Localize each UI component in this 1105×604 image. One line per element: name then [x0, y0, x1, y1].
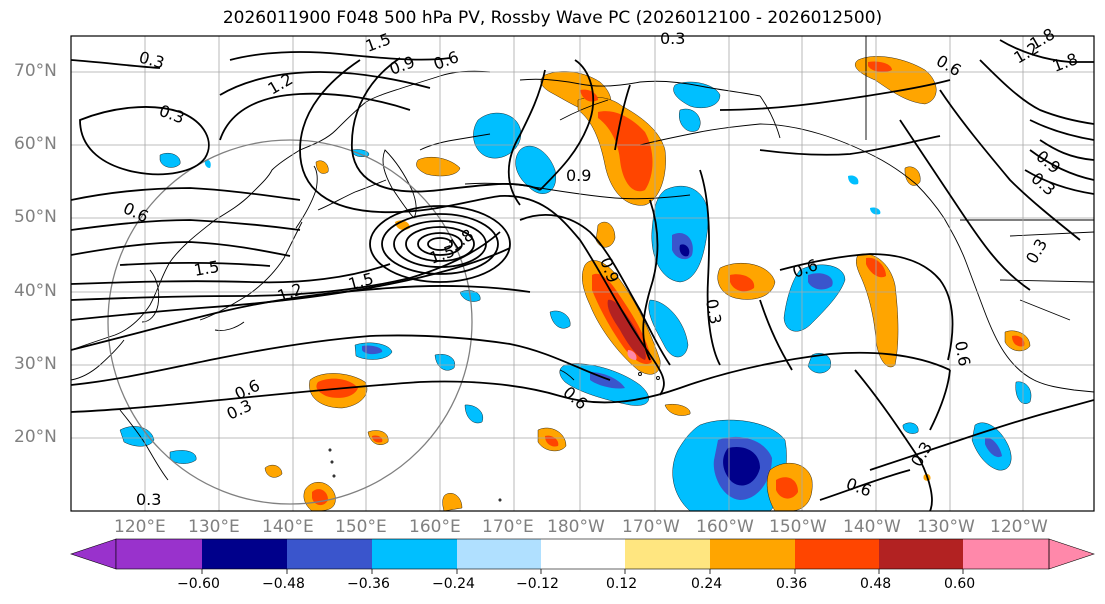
lon-label: 120°W: [990, 517, 1048, 537]
colorbar-tick-label: −0.48: [262, 576, 305, 592]
colorbar-tick-label: −0.24: [432, 576, 475, 592]
contour-label: 0.3: [702, 297, 725, 325]
lon-label: 130°W: [917, 517, 975, 537]
lon-label: 170°E: [482, 517, 534, 537]
colorbar-tick-label: 0.60: [944, 576, 976, 592]
lon-label: 120°E: [114, 517, 166, 537]
pv-contours: [71, 39, 1094, 511]
lon-label: 180°W: [547, 517, 605, 537]
contour-label: 1.5: [192, 257, 220, 280]
contour-label: 0.3: [136, 490, 161, 509]
map-title: 2026011900 F048 500 hPa PV, Rossby Wave …: [222, 8, 883, 28]
colorbar-bin: [202, 539, 287, 569]
colorbar-tick-label: −0.12: [516, 576, 559, 592]
lon-label: 140°W: [843, 517, 901, 537]
colorbar-tick-label: 0.24: [691, 576, 723, 592]
contour-label: 0.3: [137, 48, 167, 73]
colorbar-tick-label: 0.48: [860, 576, 892, 592]
coastlines: [71, 36, 1094, 502]
lon-label: 140°E: [262, 517, 314, 537]
lat-label-60n: 60°N: [14, 134, 57, 154]
lon-label: 160°W: [696, 517, 754, 537]
contour-label: 1.5: [363, 29, 393, 56]
colorbar-tick-label: 0.36: [776, 576, 808, 592]
graticule: [71, 36, 1094, 511]
contour-label: 0.6: [844, 474, 874, 501]
colorbar-outline: [115, 538, 1050, 570]
lat-label-20n: 20°N: [14, 427, 57, 447]
pv-anomaly-shading: [119, 56, 1032, 511]
contour-label: 0.9: [387, 52, 417, 79]
lon-label: 160°E: [409, 517, 461, 537]
colorbar: [70, 538, 1095, 574]
contour-label: 0.3: [157, 101, 187, 128]
colorbar-bin: [879, 539, 963, 569]
lat-label-30n: 30°N: [14, 354, 57, 374]
colorbar-bin: [372, 539, 457, 569]
contour-label: 0.6: [951, 339, 974, 367]
colorbar-bin: [710, 539, 795, 569]
colorbar-bin: [457, 539, 541, 569]
colorbar-tick-label: 0.12: [606, 576, 638, 592]
colorbar-bin: [963, 539, 1049, 569]
lon-label: 130°E: [188, 517, 240, 537]
colorbar-tick-label: −0.36: [347, 576, 390, 592]
contour-label: 0.3: [1022, 235, 1051, 267]
contour-label: 0.3: [660, 29, 685, 48]
colorbar-bin: [116, 539, 202, 569]
contour-label: 0.6: [431, 47, 461, 74]
colorbar-bin: [287, 539, 372, 569]
colorbar-bin: [541, 539, 625, 569]
wave-packet-circle: [107, 139, 473, 505]
colorbar-bin: [795, 539, 879, 569]
lat-label-40n: 40°N: [14, 281, 57, 301]
lat-label-70n: 70°N: [14, 61, 57, 81]
colorbar-extend-min: [70, 538, 117, 570]
map-frame: [70, 35, 1095, 512]
colorbar-extend-max: [1048, 538, 1095, 570]
colorbar-bin: [625, 539, 710, 569]
contour-label: 0.6: [933, 51, 965, 80]
lon-label: 170°W: [622, 517, 680, 537]
contour-label: 0.3: [907, 438, 936, 470]
contour-label: 0.9: [566, 166, 591, 185]
colorbar-tick-label: −0.60: [177, 576, 220, 592]
lon-label: 150°E: [335, 517, 387, 537]
lon-label: 150°W: [769, 517, 827, 537]
lat-label-50n: 50°N: [14, 207, 57, 227]
